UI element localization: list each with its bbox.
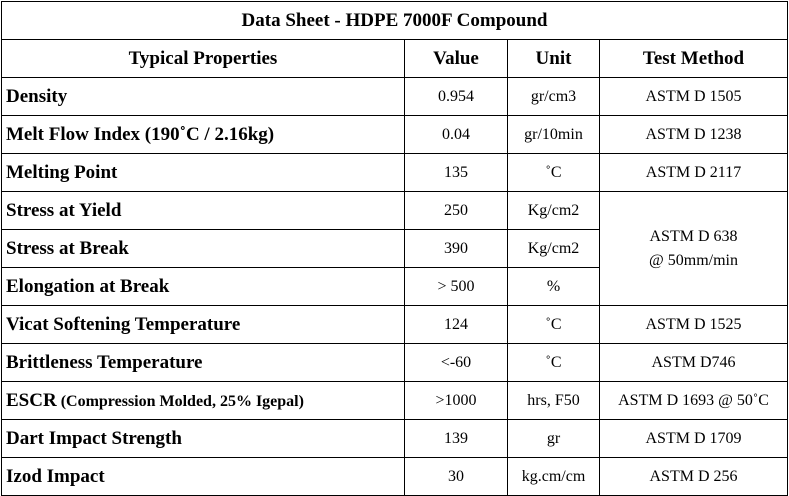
value-cell: 390 (404, 229, 508, 268)
property-cell: Brittleness Temperature (1, 343, 405, 382)
table-row: Stress at Break 390 Kg/cm2 (1, 229, 788, 268)
table-row: Melting Point 135 ˚C ASTM D 2117 (1, 153, 789, 192)
unit-cell: ˚C (507, 343, 600, 382)
sheet-title: Data Sheet - HDPE 7000F Compound (0, 1, 789, 40)
property-cell: Melting Point (1, 153, 405, 192)
property-cell: Elongation at Break (1, 267, 405, 306)
property-cell: ESCR (Compression Molded, 25% Igepal) (1, 381, 405, 420)
unit-cell: Kg/cm2 (507, 191, 600, 230)
unit-cell: gr (507, 419, 600, 458)
method-line-1: ASTM D 638 (649, 227, 738, 245)
value-cell: >1000 (404, 381, 508, 420)
property-cell: Density (1, 77, 405, 116)
method-cell: ASTM D 2117 (598, 153, 789, 192)
unit-cell: hrs, F50 (507, 381, 600, 420)
unit-cell: ˚C (507, 153, 600, 192)
method-cell: ASTM D 1709 (598, 419, 789, 458)
property-cell: Vicat Softening Temperature (1, 305, 405, 344)
property-main: ESCR (6, 389, 57, 411)
property-cell: Melt Flow Index (190˚C / 2.16kg) (1, 115, 405, 154)
method-cell: ASTM D 1693 @ 50˚C (598, 381, 789, 420)
table-row: Elongation at Break > 500 % (1, 267, 788, 306)
property-suffix: (Compression Molded, 25% Igepal) (56, 392, 304, 410)
property-cell: Dart Impact Strength (1, 419, 405, 458)
method-cell: ASTM D 256 (598, 457, 789, 496)
table-row: Vicat Softening Temperature 124 ˚C ASTM … (1, 305, 789, 344)
unit-cell: ˚C (507, 305, 600, 344)
header-value: Value (404, 39, 508, 78)
property-cell: Stress at Yield (1, 191, 405, 230)
unit-cell: kg.cm/cm (507, 457, 600, 496)
method-cell-merged: ASTM D 638 @ 50mm/min (598, 191, 789, 306)
value-cell: 250 (404, 191, 508, 230)
table-row: Brittleness Temperature <-60 ˚C ASTM D74… (1, 343, 789, 382)
value-cell: 124 (404, 305, 508, 344)
header-unit: Unit (507, 39, 600, 78)
value-cell: 0.954 (404, 77, 508, 116)
value-cell: 0.04 (404, 115, 508, 154)
table-row: Stress at Yield 250 Kg/cm2 ASTM D 638 @ … (1, 191, 789, 306)
table-row: Dart Impact Strength 139 gr ASTM D 1709 (1, 419, 789, 458)
table-row: Density 0.954 gr/cm3 ASTM D 1505 (1, 77, 789, 116)
header-method: Test Method (598, 39, 789, 78)
table-row: Melt Flow Index (190˚C / 2.16kg) 0.04 gr… (1, 115, 789, 154)
header-property: Typical Properties (1, 39, 405, 78)
method-cell: ASTM D 1525 (598, 305, 789, 344)
value-cell: 135 (404, 153, 508, 192)
property-cell: Izod Impact (1, 457, 405, 496)
table-row: ESCR (Compression Molded, 25% Igepal) >1… (1, 381, 789, 420)
unit-cell: gr/cm3 (507, 77, 600, 116)
value-cell: <-60 (404, 343, 508, 382)
value-cell: > 500 (404, 267, 508, 306)
method-line-2: @ 50mm/min (649, 251, 738, 269)
unit-cell: Kg/cm2 (507, 229, 600, 268)
unit-cell: gr/10min (507, 115, 600, 154)
method-cell: ASTM D746 (598, 343, 789, 382)
unit-cell: % (507, 267, 600, 306)
table-row: Izod Impact 30 kg.cm/cm ASTM D 256 (1, 457, 789, 496)
property-cell: Stress at Break (1, 229, 405, 268)
method-cell: ASTM D 1238 (598, 115, 789, 154)
method-cell: ASTM D 1505 (598, 77, 789, 116)
value-cell: 139 (404, 419, 508, 458)
value-cell: 30 (404, 457, 508, 496)
